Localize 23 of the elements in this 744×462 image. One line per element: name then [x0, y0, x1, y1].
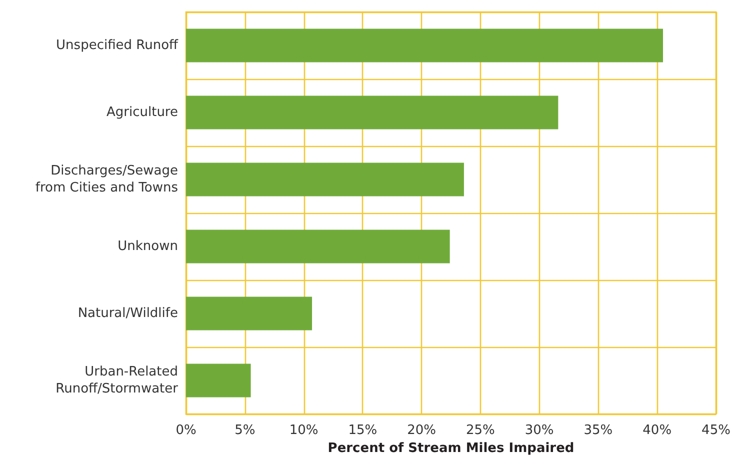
bar — [186, 28, 663, 62]
y-tick-label: Unspecified Runoff — [56, 38, 180, 53]
x-tick-label: 20% — [407, 423, 436, 438]
bar — [186, 162, 464, 196]
x-tick-label: 40% — [642, 423, 672, 438]
y-tick-label: Agriculture — [106, 105, 178, 120]
x-axis-title: Percent of Stream Miles Impaired — [328, 440, 574, 456]
y-tick-label: Urban-Related Runoff/Stormwater — [56, 364, 179, 396]
y-tick-label: Discharges/Sewage from Cities and Towns — [35, 164, 178, 196]
x-tick-label: 30% — [524, 423, 554, 438]
bar — [186, 296, 312, 330]
bar — [186, 96, 558, 130]
x-tick-label: 0% — [176, 423, 196, 438]
x-tick-label: 5% — [234, 423, 256, 438]
x-tick-label: 25% — [466, 423, 495, 438]
x-tick-label: 35% — [584, 423, 613, 438]
x-tick-label: 15% — [348, 423, 378, 438]
bar — [186, 364, 251, 398]
y-tick-label: Natural/Wildlife — [78, 306, 178, 321]
x-tick-label: 45% — [702, 423, 730, 438]
y-tick-label: Unknown — [118, 239, 178, 254]
x-tick-label: 10% — [289, 423, 318, 438]
bar — [186, 230, 450, 264]
